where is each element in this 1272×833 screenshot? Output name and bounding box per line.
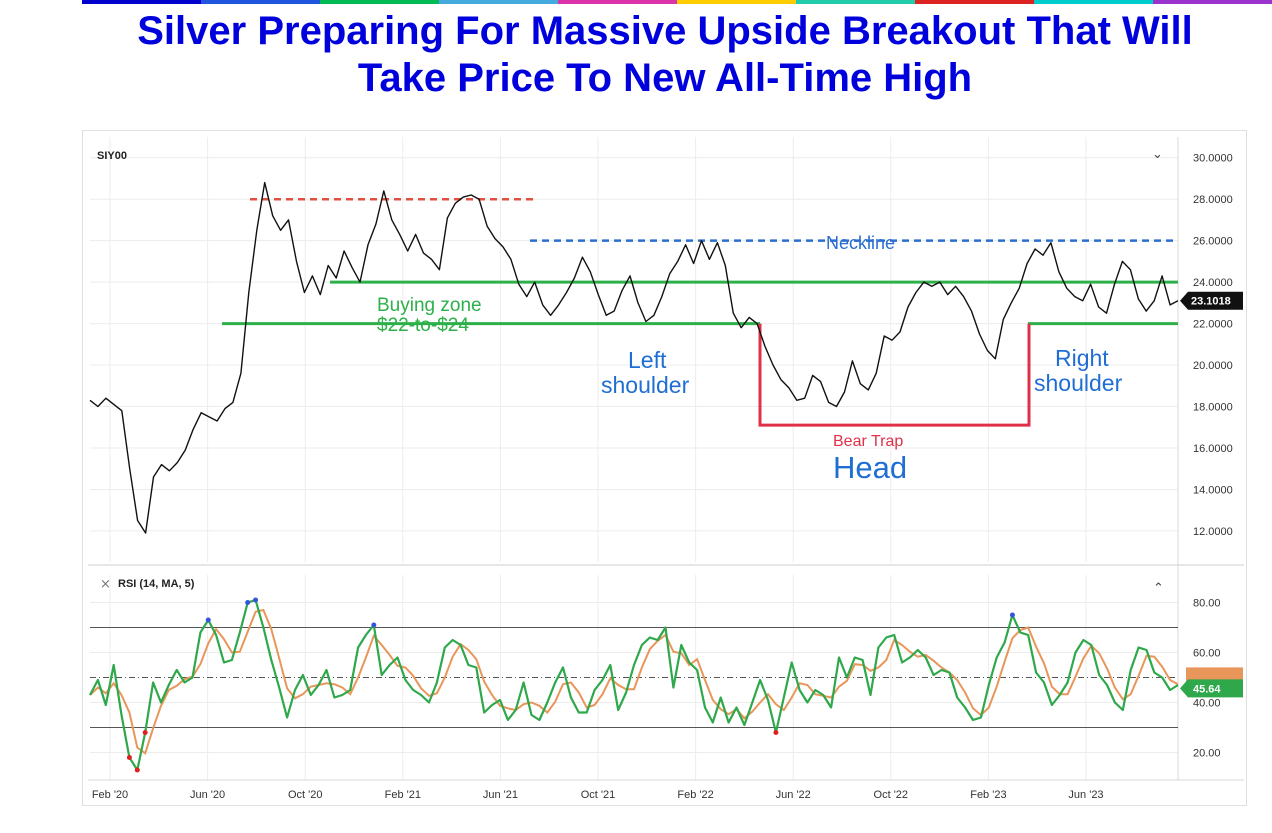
rsi-overbought-mark: [1009, 612, 1015, 618]
collapse-chevron-icon[interactable]: ⌄: [1152, 147, 1163, 162]
rsi-oversold-mark: [126, 755, 132, 760]
color-stripe: [82, 0, 1272, 4]
rsi-tick-label: 20.00: [1193, 748, 1221, 760]
expand-chevron-icon[interactable]: ⌃: [1153, 581, 1164, 596]
x-tick-label: Feb '20: [92, 789, 128, 801]
x-tick-label: Jun '22: [776, 789, 811, 801]
price-tick-label: 12.0000: [1193, 526, 1233, 538]
last-price-badge: [1180, 291, 1243, 310]
buying-zone-label: Buying zone: [377, 295, 482, 316]
rsi-ma-line: [89, 608, 1179, 755]
right-shoulder-label-2: shoulder: [1034, 370, 1123, 396]
head-label: Head: [833, 450, 907, 485]
labels: SIY00 ⌄ × RSI (14, MA, 5) ⌃ Buying zone …: [97, 147, 1164, 596]
price-tick-label: 30.0000: [1193, 153, 1233, 165]
rsi-tick-label: 40.00: [1193, 698, 1221, 710]
rsi-overbought-mark: [245, 600, 251, 605]
left-shoulder-label-2: shoulder: [601, 372, 690, 398]
x-tick-label: Jun '20: [190, 789, 225, 801]
rsi-overbought-mark: [371, 622, 377, 628]
bear-trap-bracket: [758, 323, 1031, 427]
price-series-line: [89, 181, 1179, 534]
grid: [88, 137, 1244, 781]
series: [89, 181, 1179, 773]
headline-line-2: Take Price To New All-Time High: [357, 56, 973, 100]
x-tick-label: Feb '23: [970, 789, 1006, 801]
close-icon[interactable]: ×: [100, 577, 111, 592]
left-shoulder-label-1: Left: [628, 347, 667, 373]
buying-zone-range-label: $22-to-$24: [377, 315, 469, 336]
bear-trap-label: Bear Trap: [833, 433, 903, 450]
rsi-oversold-mark: [773, 730, 779, 735]
neckline-label: Neckline: [826, 233, 895, 253]
price-tick-label: 20.0000: [1193, 360, 1233, 372]
rsi-oversold-mark: [142, 730, 148, 735]
last-price-label: 23.1018: [1191, 296, 1231, 308]
headline-line-1: Silver Preparing For Massive Upside Brea…: [137, 9, 1193, 53]
x-tick-label: Jun '23: [1068, 789, 1103, 801]
rsi-label: RSI (14, MA, 5): [118, 578, 195, 590]
rsi-last-label: 45.64: [1193, 683, 1221, 695]
rsi-tick-label: 60.00: [1193, 648, 1221, 660]
x-tick-label: Jun '21: [483, 789, 518, 801]
chart-frame: [82, 130, 1247, 806]
symbol-label: SIY00: [97, 150, 127, 162]
rsi-overbought-mark: [253, 597, 259, 603]
price-tick-label: 16.0000: [1193, 443, 1233, 455]
right-shoulder-label-1: Right: [1055, 345, 1109, 371]
rsi-oversold-mark: [134, 767, 140, 773]
x-tick-label: Oct '21: [581, 789, 616, 801]
x-tick-label: Feb '21: [385, 789, 421, 801]
x-tick-label: Oct '20: [288, 789, 323, 801]
rsi-series-line: [89, 598, 1179, 772]
price-tick-label: 28.0000: [1193, 194, 1233, 206]
price-tick-label: 18.0000: [1193, 402, 1233, 414]
x-tick-label: Oct '22: [874, 789, 909, 801]
price-tick-label: 14.0000: [1193, 484, 1233, 496]
price-tick-label: 22.0000: [1193, 319, 1233, 331]
rsi-tick-label: 80.00: [1193, 598, 1221, 610]
overlays: [222, 197, 1178, 427]
rsi-overbought-mark: [205, 617, 211, 623]
rsi-last-badge: [1180, 679, 1243, 698]
price-tick-label: 26.0000: [1193, 236, 1233, 248]
price-tick-label: 24.0000: [1193, 277, 1233, 289]
x-tick-label: Feb '22: [677, 789, 713, 801]
axes: 30.0000 28.0000 26.0000 24.0000 22.0000 20.00…: [92, 153, 1243, 801]
chart-headline: Silver Preparing For Massive Upside Brea…: [0, 8, 1272, 102]
